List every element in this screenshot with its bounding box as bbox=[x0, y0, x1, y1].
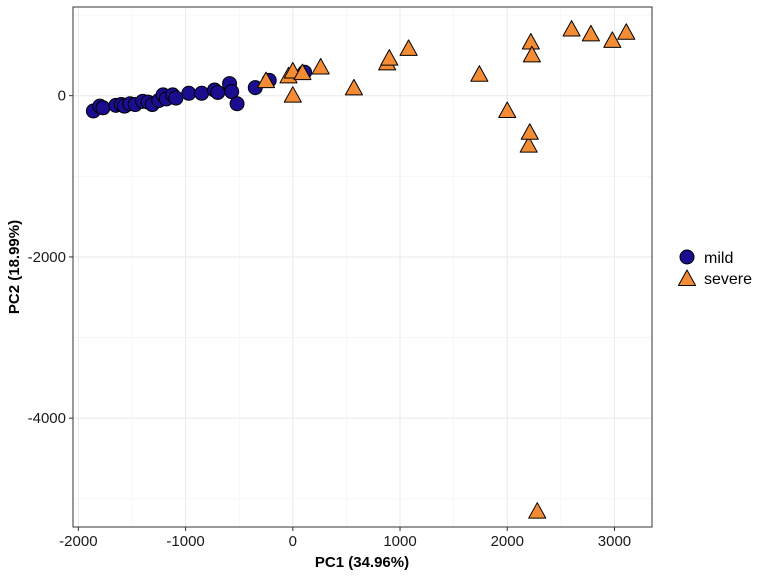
severe-point bbox=[603, 31, 622, 48]
x-tick-label: 2000 bbox=[491, 533, 524, 550]
plot-border bbox=[72, 6, 653, 528]
x-tick-label: -1000 bbox=[166, 533, 204, 550]
severe-point bbox=[562, 20, 581, 37]
y-axis-ticks: -4000 -2000 0 bbox=[28, 88, 73, 427]
legend: mild severe bbox=[677, 249, 752, 288]
legend-label-mild: mild bbox=[704, 250, 733, 267]
mild-point bbox=[210, 84, 226, 100]
severe-point bbox=[283, 86, 302, 103]
severe-point bbox=[293, 63, 312, 81]
severe-point bbox=[528, 502, 547, 519]
mild-point bbox=[229, 96, 245, 112]
y-tick-label: -2000 bbox=[28, 249, 66, 266]
severe-point bbox=[520, 123, 539, 140]
y-tick-label: 0 bbox=[58, 88, 66, 105]
mild-point bbox=[181, 85, 197, 101]
x-tick-label: 1000 bbox=[383, 533, 416, 550]
severe-point bbox=[344, 78, 363, 96]
severe-point bbox=[498, 101, 517, 118]
severe-point bbox=[617, 23, 636, 40]
y-axis-title: PC2 (18.99%) bbox=[6, 220, 23, 314]
severe-point bbox=[470, 65, 489, 82]
legend-label-severe: severe bbox=[704, 271, 752, 288]
x-tick-label: -2000 bbox=[59, 533, 97, 550]
severe-point bbox=[519, 136, 538, 153]
legend-key-severe bbox=[677, 269, 697, 286]
mild-point bbox=[168, 90, 184, 106]
mild-point bbox=[95, 100, 111, 116]
severe-point bbox=[522, 45, 541, 63]
severe-point bbox=[256, 71, 276, 89]
legend-key-mild bbox=[679, 249, 695, 265]
severe-point bbox=[399, 39, 418, 56]
x-axis-ticks: -2000 -1000 0 1000 2000 3000 bbox=[59, 527, 631, 550]
severe-point bbox=[380, 49, 399, 66]
data-points bbox=[85, 20, 636, 519]
x-axis-title: PC1 (34.96%) bbox=[315, 554, 409, 571]
x-tick-label: 0 bbox=[289, 533, 297, 550]
plot-panel bbox=[73, 7, 652, 527]
x-tick-label: 3000 bbox=[598, 533, 631, 550]
y-tick-label: -4000 bbox=[28, 410, 66, 427]
mild-point bbox=[194, 85, 210, 101]
severe-point bbox=[311, 57, 330, 75]
severe-point bbox=[581, 24, 600, 42]
